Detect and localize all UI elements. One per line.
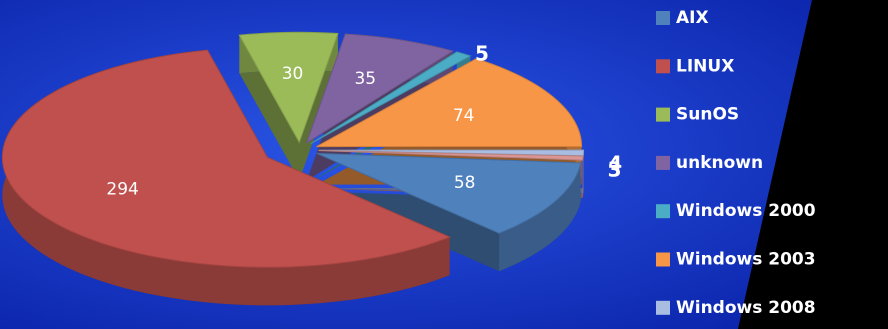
- slice: [316, 58, 583, 148]
- slice: [310, 51, 472, 145]
- legend-swatch: [656, 59, 670, 74]
- data-label: 58: [454, 173, 476, 193]
- legend-swatch: [656, 300, 670, 315]
- slice-wall: [582, 156, 584, 199]
- legend-swatch: [656, 155, 670, 170]
- legend-label: Windows 2003: [676, 250, 816, 270]
- data-label: 30: [282, 64, 304, 84]
- pie: 58 294 30 35 5 74 43: [1, 31, 622, 306]
- legend-label: unknown: [676, 153, 763, 173]
- slice-wall: [2, 50, 450, 306]
- legend-swatch: [656, 11, 670, 25]
- legend-label: Windows 2000: [676, 201, 816, 221]
- slice: [305, 33, 454, 144]
- legend-swatch: [656, 252, 670, 267]
- legend: AIX LINUX SunOS unknown Windows 2000 Windows …: [656, 8, 816, 318]
- corner-shade: [738, 0, 888, 329]
- data-label: 4: [608, 152, 622, 176]
- legend-label: AIX: [676, 8, 709, 28]
- slice: [316, 152, 582, 234]
- data-label: 5: [475, 42, 489, 66]
- slice-wall: [499, 162, 581, 272]
- legend-label: LINUX: [676, 56, 734, 76]
- legend-label: SunOS: [676, 105, 739, 125]
- slice: [318, 150, 584, 161]
- legend-label: Windows 2008: [676, 298, 816, 318]
- data-label: 294: [106, 180, 138, 200]
- data-label: 35: [354, 69, 376, 89]
- legend-swatch: [656, 204, 670, 219]
- legend-swatch: [656, 107, 670, 122]
- slice: [238, 31, 339, 144]
- data-label: 74: [453, 106, 475, 126]
- slice: [1, 49, 452, 268]
- data-label: 3: [608, 157, 622, 181]
